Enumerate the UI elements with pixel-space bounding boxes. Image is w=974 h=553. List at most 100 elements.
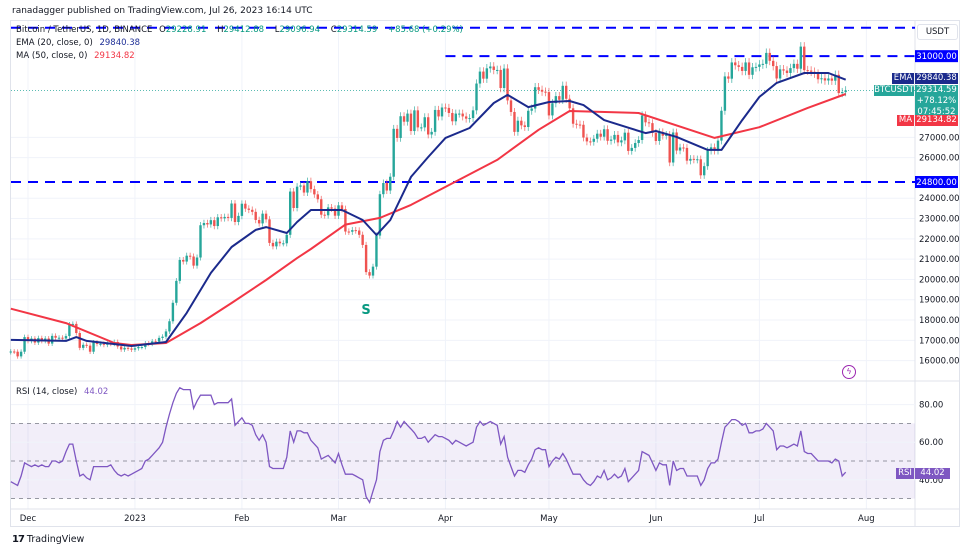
candle-body	[606, 129, 609, 141]
candle-body	[202, 223, 206, 226]
candle	[778, 65, 782, 83]
candle-body	[413, 110, 416, 132]
candle	[206, 219, 209, 228]
candle-body	[678, 147, 682, 151]
candle	[133, 345, 137, 353]
symbol-name[interactable]: Bitcoin / TetherUS, 1D, BINANCE	[16, 25, 153, 35]
candle	[785, 66, 789, 78]
candle	[765, 48, 768, 69]
ma-legend[interactable]: MA (50, close, 0) 29134.82	[16, 51, 139, 61]
candle	[820, 74, 823, 84]
candle	[216, 214, 219, 230]
candle	[13, 349, 16, 355]
candle	[409, 109, 413, 135]
candle-body	[154, 341, 157, 343]
low-value: 29096.94	[279, 25, 321, 35]
tradingview-logo-mark: 𝟭𝟳	[12, 534, 25, 545]
rsi-line	[10, 386, 847, 504]
candle-body	[816, 73, 820, 80]
candle	[589, 137, 592, 146]
tradingview-logo[interactable]: 𝟭𝟳 TradingView	[12, 534, 84, 545]
level-price-tag-text: 31000.00	[916, 52, 957, 62]
candle	[202, 219, 206, 229]
candle	[344, 205, 347, 235]
candle-body	[102, 343, 106, 345]
candle-body	[402, 116, 406, 122]
candle-body	[88, 345, 92, 352]
candle	[199, 222, 202, 261]
candle-body	[513, 111, 516, 132]
candle	[185, 252, 188, 265]
candle-body	[433, 109, 437, 132]
ma-tag-value: 29134.82	[915, 115, 958, 126]
time-axis-label: May	[540, 514, 558, 524]
candle-body	[82, 344, 85, 348]
candle-body	[64, 336, 68, 339]
price-axis-label: 26000.00	[919, 154, 960, 164]
candle	[292, 188, 295, 212]
candle-body	[509, 100, 513, 112]
candle	[316, 190, 319, 203]
price-axis-label: 27000.00	[919, 133, 960, 143]
candle-body	[744, 62, 747, 71]
price-axis-label: 17000.00	[919, 336, 960, 346]
candle	[468, 114, 471, 123]
candle-body	[199, 225, 202, 258]
rsi-legend[interactable]: RSI (14, close) 44.02	[16, 387, 112, 397]
candle	[740, 62, 744, 76]
candle	[282, 240, 285, 247]
ema-tag-value: 29840.38	[915, 73, 958, 84]
candle-body	[506, 68, 509, 101]
candle-body	[682, 147, 685, 149]
candle	[502, 64, 506, 93]
candle	[727, 72, 730, 83]
candle-body	[240, 203, 244, 216]
candle	[734, 58, 737, 70]
high-value: 29412.88	[223, 25, 265, 35]
candle-body	[458, 113, 461, 115]
candle	[613, 131, 616, 144]
candle	[668, 131, 671, 167]
candle	[54, 333, 57, 341]
candle	[347, 228, 351, 235]
low-label: L	[274, 25, 280, 35]
lightning-icon[interactable]: ϟ	[842, 365, 856, 379]
time-axis-label: 2023	[124, 514, 146, 524]
candle-body	[699, 159, 702, 176]
candle	[492, 62, 495, 75]
candle-body	[347, 231, 351, 233]
candle-body	[161, 336, 164, 338]
candle-body	[482, 71, 485, 79]
ema-legend-value: 29840.38	[99, 38, 141, 48]
candle	[775, 61, 778, 83]
currency-selector[interactable]: USDT	[917, 24, 958, 40]
candle-body	[582, 124, 585, 138]
candle-body	[230, 203, 233, 218]
candle	[237, 212, 240, 226]
candle	[834, 70, 837, 85]
candle	[571, 104, 575, 128]
candle-body	[792, 63, 796, 69]
candle-body	[523, 125, 526, 127]
candle-body	[516, 120, 520, 132]
candle-body	[61, 337, 64, 339]
time-axis-label: Dec	[20, 514, 37, 524]
candle-body	[244, 203, 247, 209]
candle	[723, 72, 727, 115]
candle-body	[689, 158, 692, 161]
candle	[326, 204, 330, 219]
candle	[475, 79, 478, 115]
price-axis-label: 24000.00	[919, 194, 960, 204]
candle	[506, 64, 509, 105]
ema-legend[interactable]: EMA (20, close, 0) 29840.38	[16, 38, 144, 48]
candle	[561, 81, 564, 104]
candle	[57, 335, 61, 341]
candle	[540, 85, 544, 96]
candle	[389, 173, 392, 194]
ma-legend-label: MA (50, close, 0)	[16, 51, 88, 61]
candle	[582, 120, 585, 142]
candle	[95, 339, 99, 347]
candle-body	[226, 216, 230, 218]
candle-body	[499, 69, 502, 89]
